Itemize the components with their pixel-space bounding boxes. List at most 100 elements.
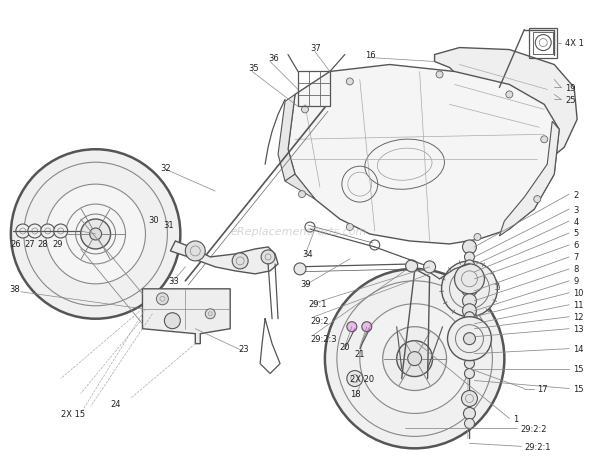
Circle shape xyxy=(464,324,474,334)
Polygon shape xyxy=(288,65,559,245)
Circle shape xyxy=(325,269,504,448)
Text: 2X 20: 2X 20 xyxy=(350,374,374,383)
Circle shape xyxy=(436,72,443,79)
Text: 25: 25 xyxy=(565,95,576,105)
Text: 37: 37 xyxy=(310,44,321,53)
Circle shape xyxy=(461,391,477,407)
Circle shape xyxy=(299,191,306,198)
Polygon shape xyxy=(171,241,278,274)
Circle shape xyxy=(474,234,481,241)
Circle shape xyxy=(464,369,474,379)
Circle shape xyxy=(448,317,491,361)
Text: 4X 1: 4X 1 xyxy=(565,39,584,48)
Text: 21: 21 xyxy=(355,349,365,358)
Text: 10: 10 xyxy=(573,289,584,297)
Circle shape xyxy=(346,79,353,86)
Circle shape xyxy=(41,224,55,239)
Text: 17: 17 xyxy=(537,384,548,393)
Circle shape xyxy=(541,136,548,144)
Circle shape xyxy=(441,261,497,317)
Text: 26: 26 xyxy=(11,240,21,249)
Circle shape xyxy=(46,185,146,284)
Circle shape xyxy=(156,293,168,305)
Text: 2: 2 xyxy=(573,190,578,199)
Circle shape xyxy=(54,224,68,239)
Circle shape xyxy=(464,267,474,277)
Text: 14: 14 xyxy=(573,344,584,353)
Circle shape xyxy=(406,260,418,272)
Circle shape xyxy=(347,322,357,332)
Text: 33: 33 xyxy=(168,277,179,285)
Text: 20: 20 xyxy=(340,342,350,352)
Circle shape xyxy=(301,106,309,114)
Circle shape xyxy=(261,251,275,264)
Text: 23: 23 xyxy=(238,344,249,353)
Text: 34: 34 xyxy=(302,250,313,259)
Circle shape xyxy=(454,264,484,294)
Circle shape xyxy=(464,332,474,342)
Text: 27: 27 xyxy=(25,240,35,249)
Circle shape xyxy=(464,252,474,263)
Circle shape xyxy=(294,263,306,275)
Polygon shape xyxy=(435,49,577,168)
Text: 32: 32 xyxy=(160,163,171,172)
Text: 2X 15: 2X 15 xyxy=(61,409,85,418)
Circle shape xyxy=(464,333,476,345)
Text: 8: 8 xyxy=(573,265,579,274)
Circle shape xyxy=(383,327,447,391)
Circle shape xyxy=(81,219,110,249)
Text: 11: 11 xyxy=(573,301,584,310)
Circle shape xyxy=(360,304,470,414)
Text: 3: 3 xyxy=(573,205,579,214)
Polygon shape xyxy=(278,95,295,182)
Text: 29:2:2: 29:2:2 xyxy=(520,424,547,433)
Text: 28: 28 xyxy=(38,240,48,249)
Circle shape xyxy=(463,294,477,308)
Text: 31: 31 xyxy=(163,220,174,229)
Text: 6: 6 xyxy=(573,241,579,250)
Text: 12: 12 xyxy=(573,313,584,322)
Text: 36: 36 xyxy=(268,54,279,63)
Circle shape xyxy=(424,261,435,273)
Circle shape xyxy=(463,241,477,254)
Text: 15: 15 xyxy=(573,364,584,373)
Circle shape xyxy=(506,92,513,99)
Text: 29:2:1: 29:2:1 xyxy=(525,442,551,451)
Text: 39: 39 xyxy=(300,280,310,289)
Text: 35: 35 xyxy=(248,64,259,73)
Text: eReplacementParts.com: eReplacementParts.com xyxy=(230,226,366,236)
Circle shape xyxy=(464,349,474,359)
Circle shape xyxy=(464,339,474,349)
Polygon shape xyxy=(499,122,559,236)
Circle shape xyxy=(362,322,372,332)
Circle shape xyxy=(464,319,474,329)
Circle shape xyxy=(464,312,474,322)
Circle shape xyxy=(16,224,30,239)
Text: 29:1: 29:1 xyxy=(308,300,326,308)
Circle shape xyxy=(464,359,474,369)
Text: 19: 19 xyxy=(565,84,576,93)
Circle shape xyxy=(464,408,476,420)
Circle shape xyxy=(232,253,248,269)
Circle shape xyxy=(165,313,181,329)
Circle shape xyxy=(461,281,477,297)
Text: 29:2: 29:2 xyxy=(310,317,329,325)
Text: 9: 9 xyxy=(573,277,578,285)
Circle shape xyxy=(90,229,101,241)
Circle shape xyxy=(11,150,181,319)
Text: 29: 29 xyxy=(53,240,63,249)
Circle shape xyxy=(408,352,422,366)
Circle shape xyxy=(28,224,42,239)
Text: 7: 7 xyxy=(573,253,579,262)
Text: 5: 5 xyxy=(573,229,578,238)
Text: 18: 18 xyxy=(350,389,360,398)
Text: 4: 4 xyxy=(573,217,578,226)
Circle shape xyxy=(185,241,205,261)
Circle shape xyxy=(464,260,474,270)
Text: 15: 15 xyxy=(573,384,584,393)
Circle shape xyxy=(463,304,477,318)
Text: 1: 1 xyxy=(513,414,519,423)
Text: 13: 13 xyxy=(573,325,584,334)
Text: 24: 24 xyxy=(110,399,121,408)
Circle shape xyxy=(396,341,432,377)
